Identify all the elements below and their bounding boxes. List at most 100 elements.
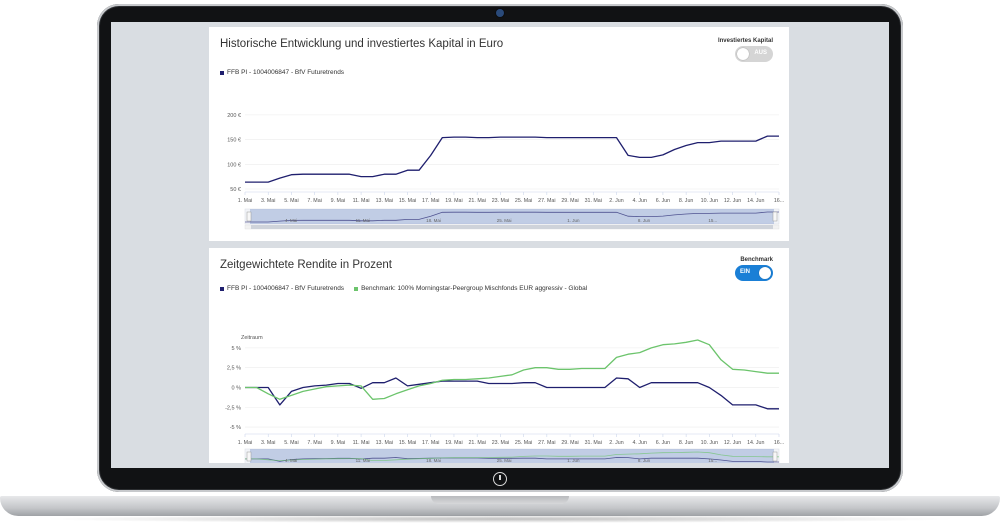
- x-tick-label: 16...: [774, 198, 784, 204]
- x-tick-label: 21. Mai: [468, 440, 485, 446]
- x-tick-label: 31. Mai: [585, 198, 602, 204]
- x-tick-label: 1. Mai: [238, 440, 252, 446]
- navigator-label: 11. Mai: [356, 458, 370, 463]
- x-tick-label: 27. Mai: [538, 198, 555, 204]
- navigator-label: 18. Mai: [426, 458, 441, 463]
- y-tick-label: 100 €: [227, 162, 241, 168]
- chart-legend: FFB PI - 1004006847 - BfV Futuretrends B…: [220, 285, 587, 292]
- x-tick-label: 25. Mai: [515, 198, 532, 204]
- x-tick-label: 7. Mai: [307, 198, 321, 204]
- toggle-knob: [737, 48, 749, 60]
- navigator-scrollbar[interactable]: [244, 224, 780, 230]
- x-tick-label: 9. Mai: [331, 440, 345, 446]
- x-tick-label: 19. Mai: [445, 440, 462, 446]
- x-tick-label: 23. Mai: [492, 198, 509, 204]
- navigator-series: [245, 451, 779, 462]
- y-tick-label: -2,5 %: [225, 405, 241, 411]
- x-tick-label: 3. Mai: [261, 198, 275, 204]
- x-tick-label: 9. Mai: [331, 198, 345, 204]
- toggle-label: Benchmark: [740, 257, 773, 263]
- x-tick-label: 17. Mai: [422, 198, 439, 204]
- navigator-label: 1. Jun: [567, 218, 580, 223]
- laptop-shadow: [40, 515, 960, 523]
- x-tick-label: 8. Jun: [679, 198, 693, 204]
- x-tick-label: 12. Jun: [724, 198, 741, 204]
- navigator-label: 11. Mai: [356, 218, 370, 223]
- navigator-handle-left[interactable]: [246, 211, 252, 222]
- navigator-label: 8. Jun: [638, 458, 651, 463]
- return-line-chart[interactable]: -5 % -2,5 % 0 % 2,5 % 5 % Zeitraum 1. Mai 3. Ma…: [209, 248, 789, 463]
- x-tick-label: 21. Mai: [468, 198, 485, 204]
- navigator-label: 8. Jun: [638, 218, 651, 223]
- navigator-label: 4. Mai: [285, 218, 297, 223]
- toggle-state: EIN: [740, 269, 751, 275]
- x-tick-label: 2. Jun: [609, 198, 623, 204]
- return-chart-panel: Zeitgewichtete Rendite in Prozent FFB PI…: [209, 248, 789, 463]
- navigator-label: 4. Mai: [285, 458, 297, 463]
- toggle-label: Investiertes Kapital: [717, 38, 773, 44]
- x-tick-label: 14. Jun: [747, 198, 764, 204]
- x-tick-label: 19. Mai: [445, 198, 462, 204]
- legend-item-benchmark[interactable]: Benchmark: 100% Morningstar-Peergroup Mi…: [361, 285, 588, 292]
- x-tick-label: 8. Jun: [679, 440, 693, 446]
- x-tick-label: 15. Mai: [399, 198, 416, 204]
- x-tick-label: 3. Mai: [261, 440, 275, 446]
- y-tick-label: 200 €: [227, 113, 241, 119]
- range-navigator[interactable]: 4. Mai 11. Mai 18. Mai 25. Mai 1. Jun 8. Jun 1…: [244, 448, 780, 463]
- navigator-label: 1. Jun: [567, 458, 580, 463]
- y-tick-label: 150 €: [227, 138, 241, 144]
- x-tick-label: 31. Mai: [585, 440, 602, 446]
- x-tick-label: 11. Mai: [353, 440, 370, 446]
- navigator-label: 25. Mai: [497, 458, 512, 463]
- range-navigator[interactable]: 4. Mai 11. Mai 18. Mai 25. Mai 1. Jun 8. Jun 1…: [244, 208, 780, 225]
- invested-capital-toggle-group: Investiertes Kapital AUS: [718, 38, 773, 67]
- y-tick-label: 50 €: [230, 187, 241, 193]
- invested-capital-toggle[interactable]: AUS: [735, 46, 773, 62]
- camera-icon: [496, 9, 504, 17]
- x-tick-label: 6. Jun: [656, 440, 670, 446]
- x-tick-label: 1. Mai: [238, 198, 252, 204]
- panel-title: Historische Entwicklung und investiertes…: [220, 38, 504, 50]
- chart-legend: FFB PI - 1004006847 - BfV Futuretrends: [220, 69, 344, 76]
- x-tick-label: 29. Mai: [561, 440, 578, 446]
- panel-title: Zeitgewichtete Rendite in Prozent: [220, 259, 392, 271]
- x-tick-label: 5. Mai: [284, 198, 298, 204]
- x-tick-label: 10. Jun: [701, 440, 718, 446]
- toggle-state: AUS: [754, 50, 767, 56]
- navigator-label: 25. Mai: [497, 218, 512, 223]
- benchmark-toggle-group: Benchmark EIN: [735, 257, 773, 286]
- scrollbar-thumb: [251, 225, 773, 229]
- x-tick-label: 25. Mai: [515, 440, 532, 446]
- toggle-knob: [759, 267, 771, 279]
- benchmark-toggle[interactable]: EIN: [735, 265, 773, 281]
- navigator-handle-right[interactable]: [772, 211, 778, 222]
- y-tick-label: 2,5 %: [227, 366, 241, 372]
- history-chart-panel: Historische Entwicklung und investiertes…: [209, 27, 789, 241]
- navigator-selection: [250, 449, 774, 463]
- x-tick-label: 7. Mai: [307, 440, 321, 446]
- series-line: [245, 377, 779, 410]
- x-tick-label: 10. Jun: [701, 198, 718, 204]
- legend-item-fund[interactable]: FFB PI - 1004006847 - BfV Futuretrends: [227, 285, 345, 292]
- x-tick-label: 16...: [774, 440, 784, 446]
- x-tick-label: 23. Mai: [492, 440, 509, 446]
- history-line-chart[interactable]: 50 € 100 € 150 € 200 € 1. Mai 3. Mai 5. Mai 7. …: [209, 27, 789, 241]
- navigator-handle-right[interactable]: [772, 451, 778, 462]
- laptop-base: [0, 496, 1000, 516]
- legend-swatch: [220, 70, 224, 75]
- x-tick-label: 29. Mai: [561, 198, 578, 204]
- navigator-handle-left[interactable]: [246, 451, 252, 462]
- x-tick-label: 5. Mai: [284, 440, 298, 446]
- y-tick-label: 5 %: [232, 346, 242, 352]
- x-tick-label: 2. Jun: [609, 440, 623, 446]
- legend-item-fund[interactable]: FFB PI - 1004006847 - BfV Futuretrends: [227, 69, 345, 76]
- legend-swatch: [220, 286, 224, 291]
- navigator-label: 15...: [708, 218, 717, 223]
- navigator-series: [245, 211, 779, 223]
- screen: Historische Entwicklung und investiertes…: [111, 22, 889, 468]
- legend-swatch: [354, 286, 359, 291]
- x-tick-label: 13. Mai: [376, 440, 393, 446]
- x-tick-label: 4. Jun: [632, 198, 646, 204]
- x-tick-label: 11. Mai: [353, 198, 370, 204]
- y-axis-label: Zeitraum: [241, 335, 263, 341]
